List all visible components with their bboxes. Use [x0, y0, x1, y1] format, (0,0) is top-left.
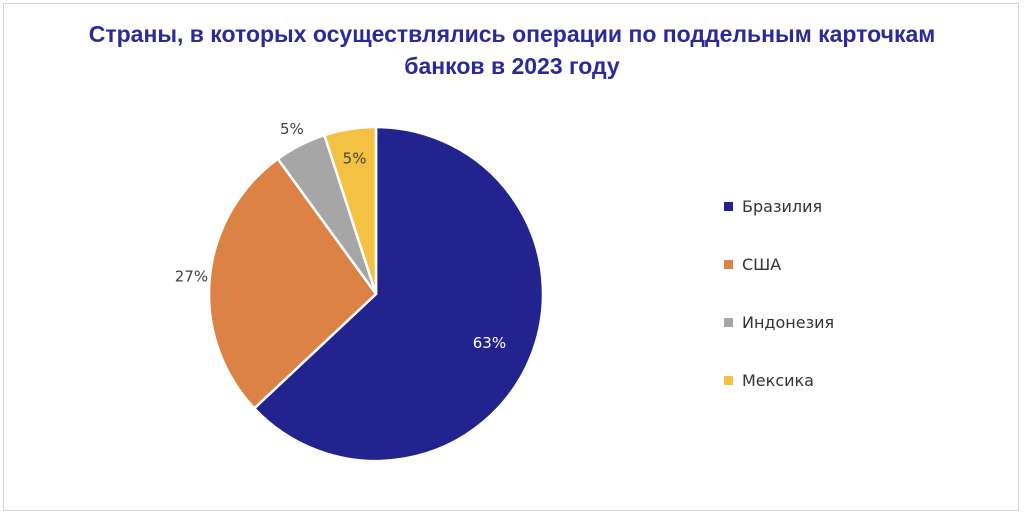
chart-title: Страны, в которых осуществлялись операци…	[0, 18, 1024, 82]
chart-title-line-2: банков в 2023 году	[404, 53, 620, 79]
data-label-mexico: 5%	[343, 150, 367, 168]
data-label-indonesia: 5%	[280, 120, 304, 138]
legend-label-mexico: Мексика	[742, 371, 814, 390]
legend-swatch-usa	[724, 260, 733, 269]
legend-swatch-brazil	[724, 202, 733, 211]
pie-slice-usa	[207, 157, 378, 410]
chart-title-line-1: Страны, в которых осуществлялись операци…	[88, 21, 936, 47]
legend-label-usa: США	[742, 255, 782, 274]
pie-slice-brazil	[253, 125, 545, 463]
legend-label-indonesia: Индонезия	[742, 313, 835, 332]
data-label-brazil: 63%	[473, 334, 506, 352]
data-label-usa: 27%	[175, 268, 208, 286]
legend-swatch-indonesia	[724, 318, 733, 327]
legend-swatch-mexico	[724, 376, 733, 385]
pie-slice-mexico	[323, 125, 378, 296]
legend-label-brazil: Бразилия	[742, 197, 823, 216]
